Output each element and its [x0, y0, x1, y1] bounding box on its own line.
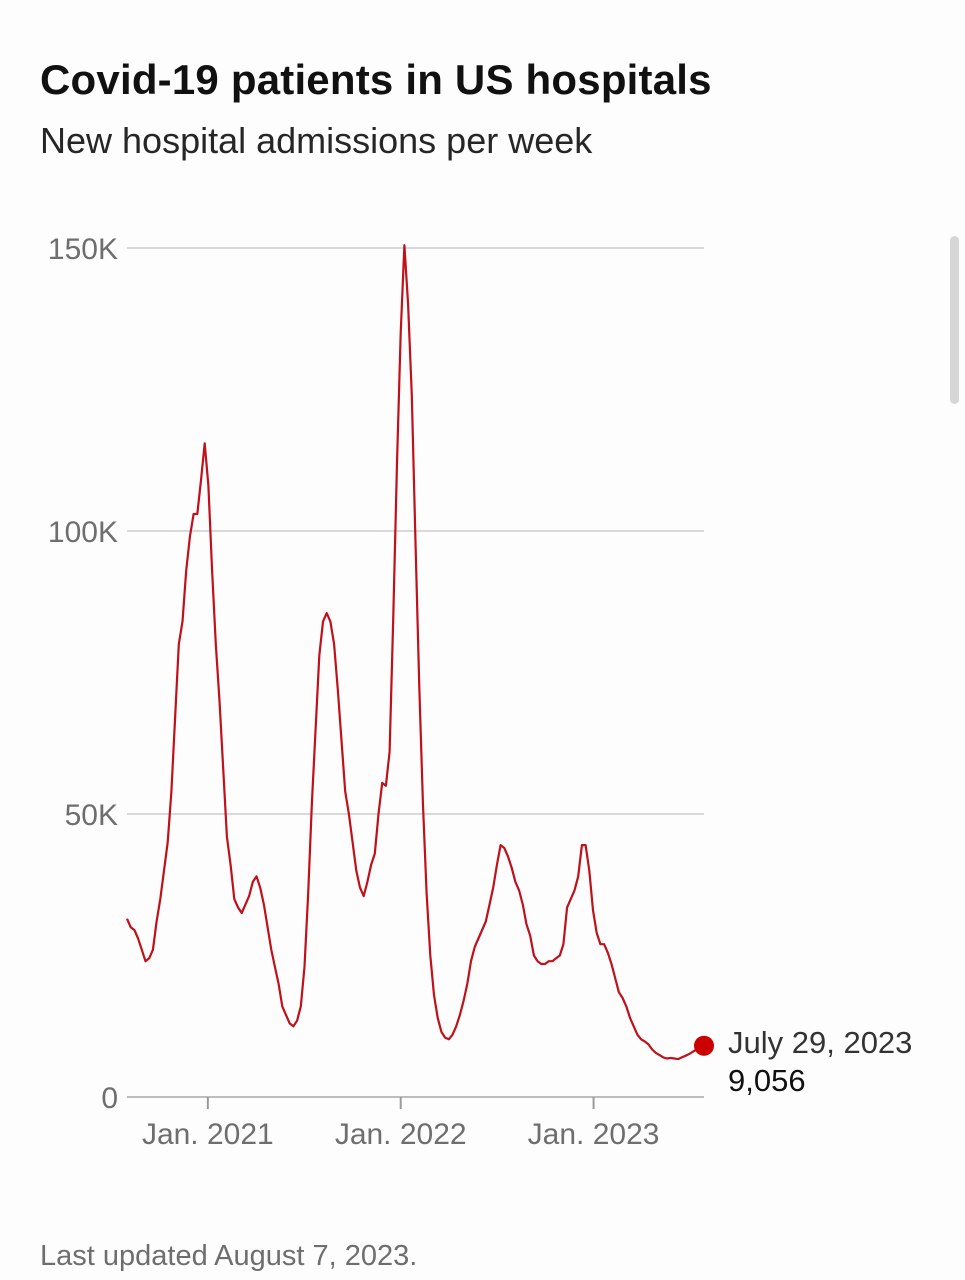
chart-subtitle: New hospital admissions per week	[40, 120, 593, 161]
x-tick-label: Jan. 2021	[142, 1118, 274, 1151]
last-updated-note: Last updated August 7, 2023.	[40, 1240, 418, 1272]
y-tick-labels: 0 50K 100K 150K	[48, 233, 118, 1115]
annotation-value: 9,056	[728, 1063, 806, 1098]
x-tick-label: Jan. 2022	[335, 1118, 467, 1151]
latest-point-marker	[694, 1035, 714, 1056]
x-tick-label: Jan. 2023	[528, 1118, 660, 1151]
series-line	[125, 244, 705, 1061]
chart-title: Covid-19 patients in US hospitals	[40, 56, 712, 103]
x-axis	[127, 1096, 704, 1109]
y-tick-label: 100K	[48, 516, 118, 549]
scrollbar[interactable]	[950, 236, 959, 404]
annotation-date: July 29, 2023	[728, 1025, 912, 1060]
y-tick-label: 50K	[65, 799, 118, 832]
y-tick-label: 0	[101, 1082, 118, 1115]
y-tick-label: 150K	[48, 233, 118, 266]
x-tick-labels: Jan. 2021 Jan. 2022 Jan. 2023	[142, 1118, 660, 1151]
